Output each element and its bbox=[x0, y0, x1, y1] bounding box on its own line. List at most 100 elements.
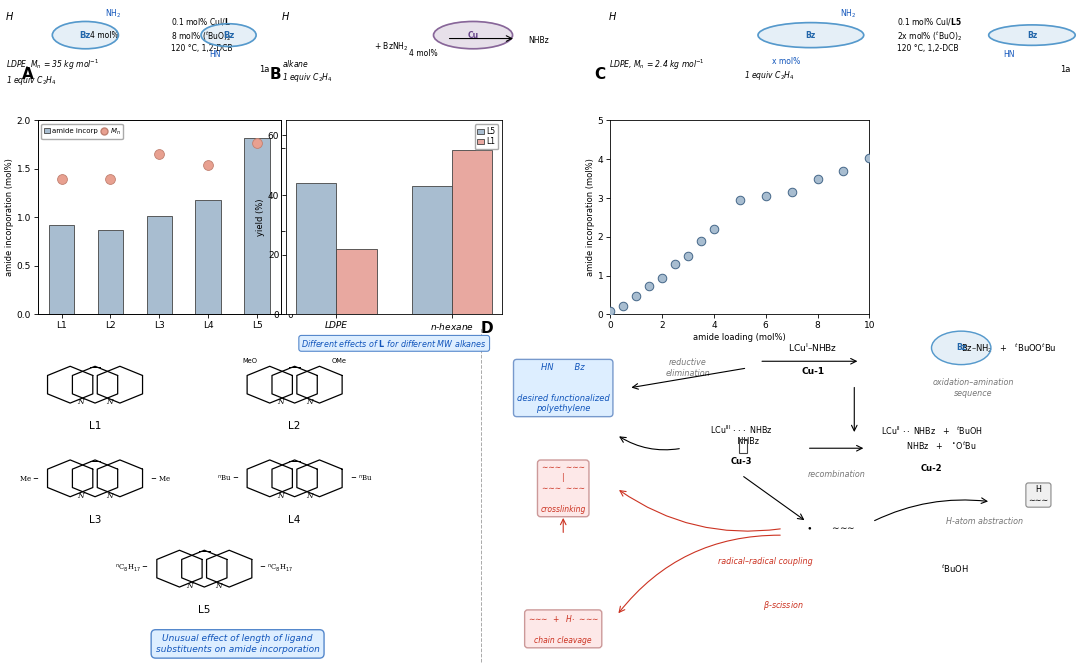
Point bbox=[102, 173, 119, 184]
Circle shape bbox=[758, 23, 864, 47]
Point bbox=[151, 149, 168, 159]
Text: reductive
elimination: reductive elimination bbox=[665, 359, 711, 377]
Point bbox=[653, 272, 671, 283]
Text: 0.1 mol% CuI/$\bf{L}$
8 mol% ($^t$BuO)$_2$
120 °C, 1,2-DCB: 0.1 mol% CuI/$\bf{L}$ 8 mol% ($^t$BuO)$_… bbox=[171, 16, 232, 53]
Text: 1a: 1a bbox=[259, 65, 270, 74]
Point bbox=[53, 173, 70, 184]
Text: L3: L3 bbox=[89, 515, 102, 525]
Text: Cu-1: Cu-1 bbox=[801, 367, 824, 376]
Text: 1a: 1a bbox=[1059, 65, 1070, 74]
Text: HN: HN bbox=[210, 50, 220, 59]
Text: $^n$Bu $\boldsymbol{-}$: $^n$Bu $\boldsymbol{-}$ bbox=[217, 474, 240, 483]
Text: $^n$C$_8$H$_{17}$ $\boldsymbol{-}$: $^n$C$_8$H$_{17}$ $\boldsymbol{-}$ bbox=[116, 563, 149, 574]
Text: OMe: OMe bbox=[332, 359, 347, 365]
Text: 1 equiv C$_2$H$_4$: 1 equiv C$_2$H$_4$ bbox=[744, 70, 794, 82]
Text: C: C bbox=[594, 67, 605, 82]
Circle shape bbox=[988, 25, 1076, 45]
Text: Bz: Bz bbox=[956, 343, 967, 353]
Point bbox=[692, 235, 710, 246]
Point bbox=[705, 223, 723, 234]
Point bbox=[809, 173, 826, 184]
Bar bbox=[451, 151, 492, 314]
Text: N: N bbox=[106, 398, 112, 406]
Text: 0.1 mol% CuI/$\bf{L5}$
2x mol% ($^t$BuO)$_2$
120 °C, 1,2-DCB: 0.1 mol% CuI/$\bf{L5}$ 2x mol% ($^t$BuO)… bbox=[897, 16, 962, 53]
Text: N: N bbox=[306, 398, 312, 406]
Text: HN: HN bbox=[1003, 50, 1014, 59]
Text: N: N bbox=[187, 582, 193, 590]
Text: Bz–NH$_2$   +   $^t$BuOO$^t$Bu: Bz–NH$_2$ + $^t$BuOO$^t$Bu bbox=[961, 341, 1056, 355]
Text: $\bullet$       ∼∼∼: $\bullet$ ∼∼∼ bbox=[806, 524, 855, 533]
Text: L2: L2 bbox=[288, 421, 301, 432]
Bar bbox=[49, 225, 75, 314]
Text: Bz: Bz bbox=[1027, 31, 1037, 39]
Point bbox=[666, 259, 684, 270]
Y-axis label: $M_n$ (kg mol$^{-1}$): $M_n$ (kg mol$^{-1}$) bbox=[302, 188, 316, 247]
Text: LCu$^{\rm III}$ $\cdot\cdot\cdot$ NHBz
           NHBz: LCu$^{\rm III}$ $\cdot\cdot\cdot$ NHBz N… bbox=[711, 423, 772, 446]
Point bbox=[248, 137, 266, 148]
Text: H: H bbox=[5, 13, 13, 22]
Text: LCu$^{\rm I}$–NHBz: LCu$^{\rm I}$–NHBz bbox=[788, 342, 837, 354]
Text: N: N bbox=[215, 582, 222, 590]
Text: Cu-2: Cu-2 bbox=[920, 464, 943, 473]
Text: recombination: recombination bbox=[808, 470, 865, 480]
Bar bbox=[97, 230, 123, 314]
Text: Unusual effect of length of ligand
substituents on amide incorporation: Unusual effect of length of ligand subst… bbox=[156, 634, 320, 654]
Text: 4 mol%: 4 mol% bbox=[91, 31, 119, 39]
Point bbox=[602, 306, 619, 316]
Text: L4: L4 bbox=[288, 515, 301, 525]
Text: 4 mol%: 4 mol% bbox=[409, 49, 438, 58]
Point bbox=[200, 159, 217, 170]
Bar bbox=[337, 249, 377, 314]
Text: NH$_2$: NH$_2$ bbox=[840, 8, 855, 20]
Point bbox=[627, 290, 645, 301]
Text: oxidation–amination
sequence: oxidation–amination sequence bbox=[932, 379, 1014, 397]
Text: Cu-3: Cu-3 bbox=[731, 457, 752, 466]
Text: N: N bbox=[306, 492, 312, 500]
Circle shape bbox=[433, 21, 513, 49]
Text: + BzNH$_2$: + BzNH$_2$ bbox=[374, 40, 408, 53]
Text: N: N bbox=[276, 492, 284, 500]
Y-axis label: yield (%): yield (%) bbox=[256, 199, 265, 236]
Text: N: N bbox=[78, 398, 84, 406]
Y-axis label: amide incorporation (mol%): amide incorporation (mol%) bbox=[585, 159, 595, 276]
Legend: L5, L1: L5, L1 bbox=[475, 124, 498, 149]
Text: Bz: Bz bbox=[222, 31, 234, 39]
Text: radical–radical coupling: radical–radical coupling bbox=[718, 557, 812, 567]
Text: L5: L5 bbox=[198, 605, 211, 615]
Text: $^t$BuOH: $^t$BuOH bbox=[942, 563, 969, 575]
Circle shape bbox=[931, 331, 991, 365]
Text: x mol%: x mol% bbox=[772, 57, 800, 66]
Circle shape bbox=[52, 21, 119, 49]
Text: Bz: Bz bbox=[80, 31, 91, 39]
Text: H: H bbox=[282, 13, 289, 22]
X-axis label: amide loading (mol%): amide loading (mol%) bbox=[693, 333, 786, 342]
Point bbox=[615, 300, 632, 311]
Bar bbox=[296, 183, 337, 314]
Text: H: H bbox=[609, 13, 617, 22]
Text: N: N bbox=[106, 492, 112, 500]
Text: H
∼∼∼: H ∼∼∼ bbox=[1028, 486, 1049, 504]
Legend: amide incorp, $M_n$: amide incorp, $M_n$ bbox=[41, 124, 123, 139]
Text: $LDPE$, $M_n$ = 35 kg mol$^{-1}$
1 equiv C$_2$H$_4$: $LDPE$, $M_n$ = 35 kg mol$^{-1}$ 1 equiv… bbox=[5, 58, 98, 87]
Text: ∼∼∼  ∼∼∼
        |        
∼∼∼  ∼∼∼

crosslinking: ∼∼∼ ∼∼∼ | ∼∼∼ ∼∼∼ crosslinking bbox=[540, 463, 586, 514]
Point bbox=[731, 195, 748, 205]
Text: Different effects of $\bf{L}$ for different MW alkanes: Different effects of $\bf{L}$ for differ… bbox=[301, 338, 487, 349]
Circle shape bbox=[201, 23, 256, 47]
Text: MeO: MeO bbox=[243, 359, 258, 365]
Text: L1: L1 bbox=[89, 421, 102, 432]
Text: $\boldsymbol{-}$ Me: $\boldsymbol{-}$ Me bbox=[150, 474, 171, 483]
Text: Cu: Cu bbox=[468, 31, 478, 39]
Text: NHBz: NHBz bbox=[528, 36, 550, 45]
Text: ∼∼∼  +   H$\cdot$  ∼∼∼

chain cleavage: ∼∼∼ + H$\cdot$ ∼∼∼ chain cleavage bbox=[528, 613, 598, 645]
Text: N: N bbox=[276, 398, 284, 406]
Point bbox=[679, 251, 697, 262]
Point bbox=[861, 153, 878, 164]
Text: Me $\boldsymbol{-}$: Me $\boldsymbol{-}$ bbox=[19, 474, 40, 483]
Point bbox=[757, 191, 774, 201]
Point bbox=[835, 165, 852, 176]
Point bbox=[640, 281, 658, 292]
Text: NH$_2$: NH$_2$ bbox=[105, 8, 121, 20]
Text: HN        Bz


desired functionalized
polyethylene: HN Bz desired functionalized polyethylen… bbox=[517, 363, 609, 413]
Text: $alkane$
1 equiv C$_2$H$_4$: $alkane$ 1 equiv C$_2$H$_4$ bbox=[282, 58, 333, 84]
Text: LCu$^{\rm II}$ $\cdot\cdot$ NHBz   +   $^t$BuOH
          NHBz   +   $^\bullet$O: LCu$^{\rm II}$ $\cdot\cdot$ NHBz + $^t$B… bbox=[880, 425, 983, 452]
